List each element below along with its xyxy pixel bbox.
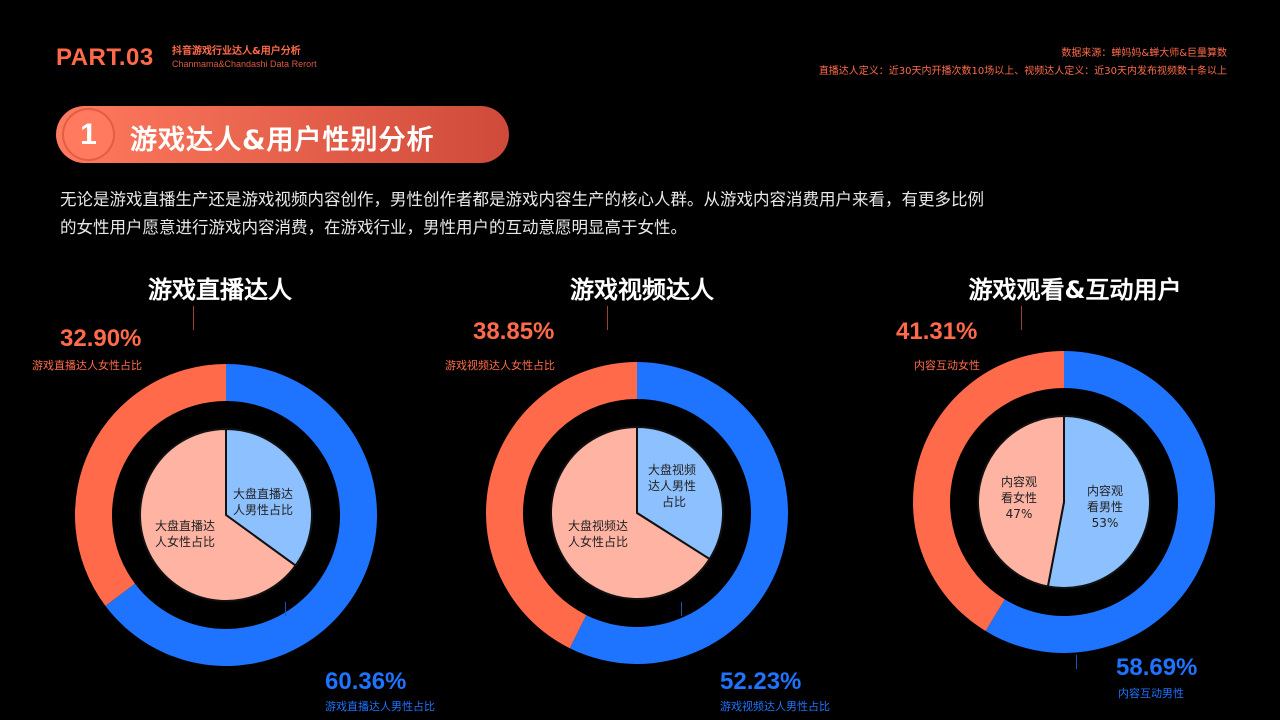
chart-1-inner-female-slice — [139, 427, 297, 602]
chart-1-title: 游戏直播达人 — [148, 276, 292, 304]
chart-3-inner-male-label-line-1: 内容观 — [1087, 484, 1124, 498]
section-number: 1 — [64, 110, 113, 159]
chart-2-inner-male-label: 大盘视频 达人男性 占比 — [648, 462, 696, 510]
description-line-1: 无论是游戏直播生产还是游戏视频内容创作，男性创作者都是游戏内容生产的核心人群。从… — [60, 190, 984, 209]
chart-3-inner-male-label-line-2: 看男性 — [1087, 500, 1124, 514]
section-title: 游戏达人&用户性别分析 — [130, 125, 435, 156]
chart-3-female-value: 41.31% — [896, 318, 978, 345]
chart-1-male-label: 游戏直播达人男性占比 — [325, 700, 435, 713]
chart-2-inner-male-label-line-3: 占比 — [662, 495, 687, 509]
section-title-pill: 1 游戏达人&用户性别分析 — [56, 106, 509, 163]
chart-3-male-leader — [1076, 655, 1077, 669]
chart-1-outer-female-slice — [75, 364, 226, 606]
chart-2-female-label: 游戏视频达人女性占比 — [445, 359, 555, 372]
chart-2-inner-male-label-line-1: 大盘视频 — [648, 463, 697, 477]
description-line-2: 的女性用户愿意进行游戏内容消费，在游戏行业，男性用户的互动意愿明显高于女性。 — [60, 218, 687, 237]
chart-1-female-leader — [193, 306, 194, 330]
chart-3-donut — [913, 351, 1215, 653]
chart-2-outer-male-slice — [569, 362, 788, 664]
chart-3-inner-male-label: 内容观 看男性 53% — [1087, 483, 1123, 531]
chart-2-outer-female-slice — [486, 362, 637, 649]
chart-1-inner-male-label-line-1: 大盘直播达 — [233, 487, 294, 501]
chart-2-inner-female-slice — [550, 425, 711, 600]
part-subtitle-en: Chanmama&Chandashi Data Rerort — [172, 59, 317, 69]
description: 无论是游戏直播生产还是游戏视频内容创作，男性创作者都是游戏内容生产的核心人群。从… — [60, 186, 1140, 242]
part-subtitle-cn: 抖音游戏行业达人&用户分析 — [172, 46, 301, 57]
chart-1-female-label: 游戏直播达人女性占比 — [32, 359, 142, 372]
chart-1-donut — [75, 364, 378, 666]
chart-2-male-leader — [681, 602, 682, 616]
chart-3-outer-male-slice — [985, 351, 1215, 653]
chart-2-male-value: 52.23% — [720, 668, 802, 695]
chart-3-female-label: 内容互动女性 — [914, 359, 980, 372]
chart-1-inner-male-label-line-2: 人男性占比 — [233, 503, 294, 517]
chart-3-male-label: 内容互动男性 — [1118, 687, 1184, 700]
chart-3-female-leader — [1021, 306, 1022, 330]
chart-1-inner-female-label-line-1: 大盘直播达 — [155, 519, 216, 533]
chart-1-female-value: 32.90% — [60, 325, 142, 352]
chart-2-female-value: 38.85% — [473, 318, 555, 345]
chart-3-inner-female-slice — [977, 414, 1065, 588]
chart-3-inner-female-label: 内容观 看女性 47% — [1001, 474, 1037, 522]
data-source-line-1: 数据来源：蝉妈妈&蝉大师&巨量算数 — [1061, 48, 1227, 59]
chart-2-inner-male-label-line-2: 达人男性 — [648, 479, 697, 493]
chart-2-inner-female-label-line-2: 人女性占比 — [568, 535, 629, 549]
chart-1-inner-male-slice — [225, 427, 313, 567]
chart-2-inner-female-label-line-1: 大盘视频达 — [568, 519, 629, 533]
chart-3-title: 游戏观看&互动用户 — [968, 276, 1182, 304]
data-source: 数据来源：蝉妈妈&蝉大师&巨量算数 直播达人定义：近30天内开播次数10场以上、… — [819, 45, 1227, 81]
data-source-line-2: 直播达人定义：近30天内开播次数10场以上、视频达人定义：近30天内发布视频数十… — [818, 66, 1227, 77]
chart-3-inner-female-label-line-3: 47% — [1005, 507, 1033, 521]
chart-1-male-value: 60.36% — [325, 668, 407, 695]
part-subtitle: 抖音游戏行业达人&用户分析 Chanmama&Chandashi Data Re… — [172, 45, 317, 71]
chart-1-male-leader — [285, 602, 286, 616]
chart-3-inner-male-label-line-3: 53% — [1091, 516, 1119, 530]
chart-2-donut — [486, 362, 788, 664]
chart-3-outer-female-slice — [913, 351, 1064, 632]
part-number: PART.03 — [56, 44, 154, 71]
chart-3-male-value: 58.69% — [1116, 654, 1198, 681]
chart-3-inner-female-label-line-1: 内容观 — [1001, 475, 1038, 489]
chart-2-female-leader — [607, 306, 608, 330]
chart-3-inner-male-slice — [1046, 414, 1151, 589]
chart-1-inner-male-label: 大盘直播达 人男性占比 — [233, 486, 293, 518]
chart-1-inner-female-label-line-2: 人女性占比 — [155, 535, 216, 549]
chart-1-inner-female-label: 大盘直播达 人女性占比 — [155, 518, 215, 550]
chart-3-inner-female-label-line-2: 看女性 — [1001, 491, 1038, 505]
chart-2-inner-female-label: 大盘视频达 人女性占比 — [568, 518, 628, 550]
chart-2-male-label: 游戏视频达人男性占比 — [720, 700, 830, 713]
chart-2-title: 游戏视频达人 — [570, 276, 714, 304]
